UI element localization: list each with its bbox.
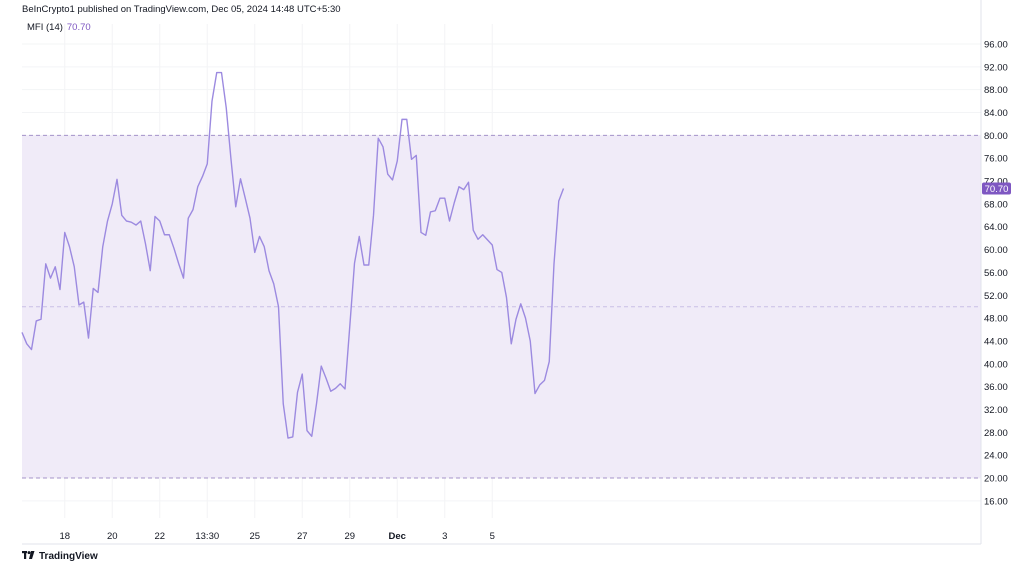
x-tick-label: 5: [490, 531, 495, 542]
y-tick-label: 60.00: [984, 245, 1008, 256]
y-tick-label: 72.00: [984, 177, 1008, 188]
y-tick-label: 76.00: [984, 154, 1008, 165]
y-tick-label: 64.00: [984, 222, 1008, 233]
tradingview-logo-icon: [22, 551, 35, 562]
y-tick-label: 32.00: [984, 405, 1008, 416]
y-tick-label: 48.00: [984, 314, 1008, 325]
y-tick-label: 28.00: [984, 428, 1008, 439]
mfi-series-line: [21, 71, 565, 439]
y-tick-label: 52.00: [984, 291, 1008, 302]
y-tick-label: 24.00: [984, 451, 1008, 462]
tradingview-brand: TradingView: [39, 551, 98, 562]
y-tick-label: 16.00: [984, 496, 1008, 507]
y-tick-label: 36.00: [984, 382, 1008, 393]
y-tick-label: 40.00: [984, 359, 1008, 370]
x-tick-label: 22: [154, 531, 165, 542]
y-tick-label: 80.00: [984, 131, 1008, 142]
indicator-name: MFI (14): [27, 22, 63, 33]
indicator-value: 70.70: [66, 22, 91, 33]
y-tick-label: 20.00: [984, 474, 1008, 485]
y-tick-label: 44.00: [984, 336, 1008, 347]
last-value-badge: [982, 182, 1011, 195]
y-tick-label: 88.00: [984, 85, 1008, 96]
y-tick-label: 92.00: [984, 62, 1008, 73]
last-value-label: 70.70: [985, 184, 1009, 195]
indicator-legend[interactable]: MFI (14) 70.70: [27, 22, 91, 33]
x-tick-label: 29: [344, 531, 355, 542]
y-tick-label: 96.00: [984, 39, 1008, 50]
y-tick-label: 84.00: [984, 108, 1008, 119]
publish-info: BeInCrypto1 published on TradingView.com…: [22, 4, 341, 15]
y-tick-label: 56.00: [984, 268, 1008, 279]
x-tick-label: 18: [59, 531, 70, 542]
x-tick-label: 13:30: [195, 531, 219, 542]
x-tick-label: 27: [297, 531, 308, 542]
x-tick-label: 25: [249, 531, 260, 542]
tradingview-footer[interactable]: TradingView: [22, 551, 98, 562]
x-tick-label: Dec: [389, 531, 406, 542]
y-tick-label: 68.00: [984, 199, 1008, 210]
x-tick-label: 3: [442, 531, 447, 542]
x-tick-label: 20: [107, 531, 118, 542]
